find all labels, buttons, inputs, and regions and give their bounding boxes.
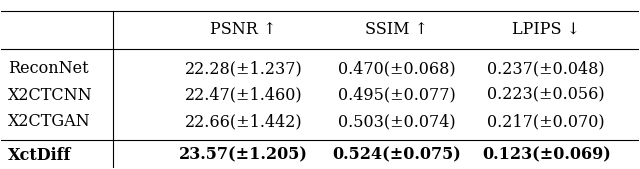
Text: 0.237(±0.048): 0.237(±0.048) xyxy=(488,60,605,77)
Text: 0.123(±0.069): 0.123(±0.069) xyxy=(482,147,611,164)
Text: 0.503(±0.074): 0.503(±0.074) xyxy=(338,113,455,130)
Text: 0.223(±0.056): 0.223(±0.056) xyxy=(488,87,605,104)
Text: 0.495(±0.077): 0.495(±0.077) xyxy=(337,87,455,104)
Text: PSNR ↑: PSNR ↑ xyxy=(211,21,276,38)
Text: 0.524(±0.075): 0.524(±0.075) xyxy=(332,147,461,164)
Text: 22.47(±1.460): 22.47(±1.460) xyxy=(185,87,302,104)
Text: X2CTGAN: X2CTGAN xyxy=(8,113,90,130)
Text: XctDiff: XctDiff xyxy=(8,147,71,164)
Text: 22.66(±1.442): 22.66(±1.442) xyxy=(185,113,302,130)
Text: LPIPS ↓: LPIPS ↓ xyxy=(512,21,580,38)
Text: 23.57(±1.205): 23.57(±1.205) xyxy=(179,147,308,164)
Text: SSIM ↑: SSIM ↑ xyxy=(365,21,428,38)
Text: 0.470(±0.068): 0.470(±0.068) xyxy=(338,60,455,77)
Text: 22.28(±1.237): 22.28(±1.237) xyxy=(185,60,303,77)
Text: 0.217(±0.070): 0.217(±0.070) xyxy=(488,113,605,130)
Text: X2CTCNN: X2CTCNN xyxy=(8,87,92,104)
Text: ReconNet: ReconNet xyxy=(8,60,88,77)
